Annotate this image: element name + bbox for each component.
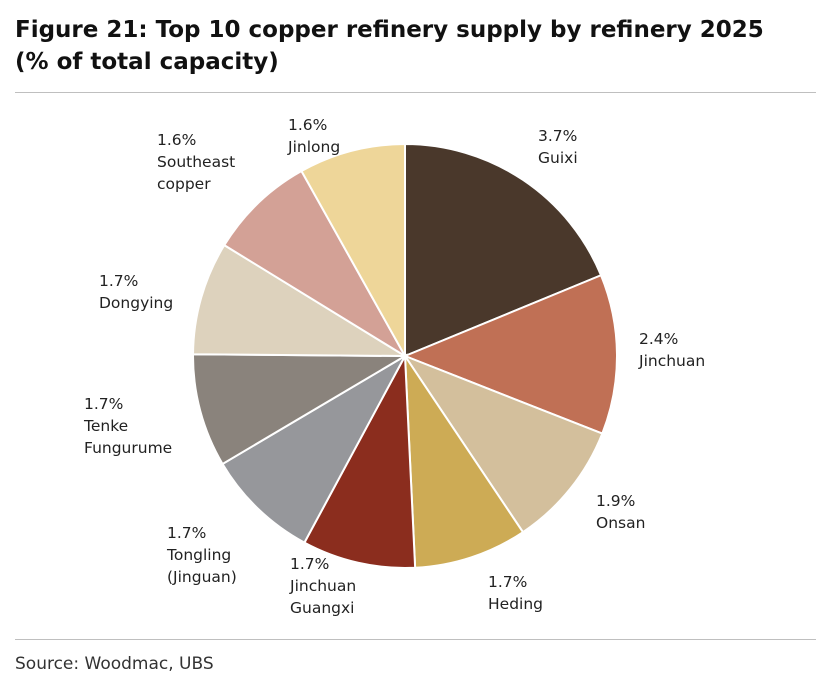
slice-value-label: 3.7% — [538, 127, 578, 145]
slice-label-jinchuan: 2.4% Jinchuan — [639, 328, 705, 372]
slice-name-label: Fungurume — [84, 439, 173, 457]
slice-value-label: 2.4% — [639, 330, 679, 348]
pie-slice-tenke-fungurume — [192, 353, 409, 466]
figure-title: Figure 21: Top 10 copper refinery supply… — [15, 14, 815, 78]
pie-slice-onsan — [402, 353, 604, 534]
slice-value-label: 1.7% — [84, 395, 124, 413]
slice-label-onsan: 1.9% Onsan — [596, 490, 645, 534]
figure-title-line2: (% of total capacity) — [15, 49, 279, 75]
slice-value-label: 1.7% — [290, 555, 330, 573]
pie-slice-jinchuan-guangxi — [303, 352, 417, 569]
slice-name-label: Onsan — [596, 514, 646, 532]
slice-name-label: Tongling — [167, 546, 232, 564]
pie-slice-guixi — [404, 142, 603, 358]
slice-label-tenke-fungurume: 1.7% Tenke Fungurume — [84, 393, 172, 459]
slice-name-label: Jinchuan — [290, 577, 357, 595]
source-note: Source: Woodmac, UBS — [15, 654, 214, 674]
pie-slice-heding — [403, 352, 525, 569]
footer-divider — [15, 639, 816, 640]
title-divider — [15, 92, 816, 93]
pie-slice-jinchuan — [402, 273, 618, 435]
slice-value-label: 1.6% — [157, 131, 197, 149]
slice-name-label: Dongying — [99, 294, 174, 312]
slice-value-label: 1.7% — [167, 524, 207, 542]
slice-name-label: Tenke — [84, 417, 129, 435]
slice-value-label: 1.6% — [288, 116, 328, 134]
slice-name-label: copper — [157, 175, 211, 193]
slice-value-label: 1.9% — [596, 492, 636, 510]
slice-value-label: 1.7% — [99, 272, 139, 290]
figure-title-line1: Figure 21: Top 10 copper refinery supply… — [15, 17, 764, 43]
slice-label-dongying: 1.7% Dongying — [99, 270, 173, 314]
pie-slice-tongling-jinguan — [221, 353, 408, 544]
slice-label-jinlong: 1.6% Jinlong — [288, 114, 340, 158]
pie-chart — [192, 142, 618, 569]
slice-name-label: Jinlong — [288, 138, 341, 156]
slice-name-label: Guangxi — [290, 599, 355, 617]
pie-slice-dongying — [192, 243, 409, 358]
pie-slice-southeast-copper — [222, 169, 408, 359]
slice-label-southeast-copper: 1.6% Southeast copper — [157, 129, 235, 195]
slice-value-label: 1.7% — [488, 573, 528, 591]
slice-name-label: Guixi — [538, 149, 578, 167]
slice-name-label: Jinchuan — [639, 352, 706, 370]
slice-label-jinchuan-guangxi: 1.7% Jinchuan Guangxi — [290, 553, 356, 619]
slice-label-heding: 1.7% Heding — [488, 571, 543, 615]
slice-name-label: Heding — [488, 595, 543, 613]
slice-name-label: Southeast — [157, 153, 236, 171]
slice-label-tongling: 1.7% Tongling (Jinguan) — [167, 522, 237, 588]
slice-label-guixi: 3.7% Guixi — [538, 125, 578, 169]
slice-name-label: (Jinguan) — [167, 568, 237, 586]
pie-slice-jinlong — [300, 142, 406, 360]
